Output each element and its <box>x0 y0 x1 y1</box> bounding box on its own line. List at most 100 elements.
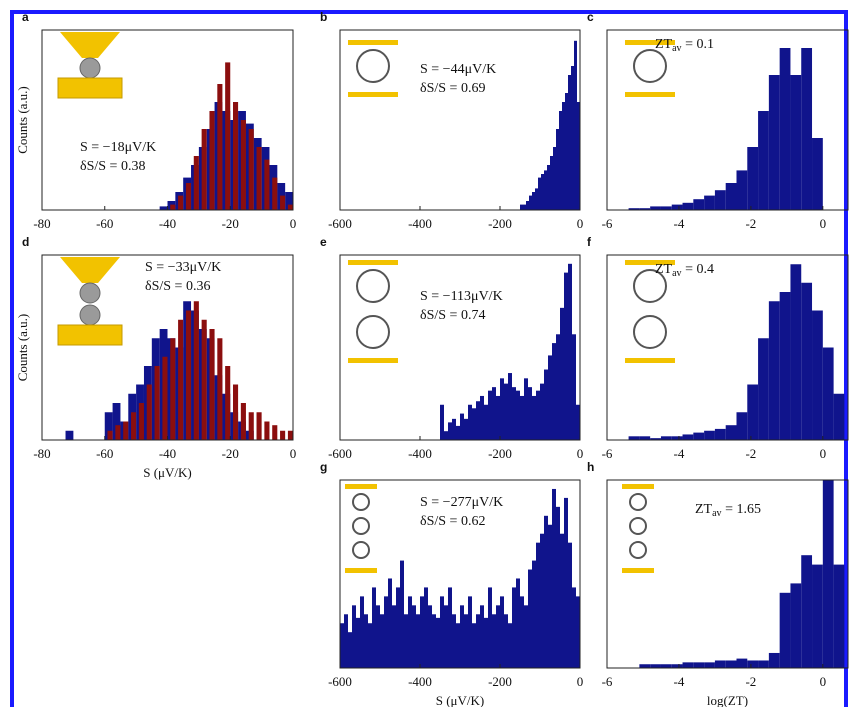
bar <box>747 660 758 668</box>
bar <box>661 436 672 440</box>
bar <box>448 422 452 440</box>
bar <box>812 565 823 668</box>
bar <box>202 320 207 440</box>
molecule <box>80 305 100 325</box>
x-tick-label: -4 <box>674 216 685 231</box>
bar <box>520 596 524 668</box>
bar <box>508 373 512 440</box>
bar <box>456 426 460 440</box>
bar <box>780 48 791 210</box>
bar <box>170 205 175 210</box>
bar <box>693 433 704 440</box>
annotation: δS/S = 0.74 <box>420 308 485 323</box>
bar <box>693 662 704 668</box>
bar <box>360 596 364 668</box>
bar <box>288 431 293 440</box>
bar <box>726 660 737 668</box>
bar <box>736 412 747 440</box>
x-tick-label: -200 <box>488 446 512 461</box>
electrode-tip <box>60 257 120 283</box>
bar <box>532 192 535 210</box>
bar <box>769 301 780 440</box>
bar <box>178 196 183 210</box>
bar <box>556 129 559 210</box>
bar <box>123 422 128 441</box>
x-axis-label: log(ZT) <box>707 693 748 707</box>
bar <box>376 605 380 668</box>
bar <box>801 48 812 210</box>
bar <box>747 385 758 441</box>
annotation: S = −277μV/K <box>420 495 503 510</box>
bar <box>639 436 650 440</box>
bar <box>428 605 432 668</box>
molecule <box>353 518 369 534</box>
x-tick-label: -2 <box>745 216 756 231</box>
bar <box>249 412 254 440</box>
annotation: δS/S = 0.38 <box>80 159 145 174</box>
bar <box>562 102 565 210</box>
bar <box>264 160 269 210</box>
bar <box>650 664 661 668</box>
bar <box>496 605 500 668</box>
bar <box>504 614 508 668</box>
bar <box>392 605 396 668</box>
bar <box>536 391 540 440</box>
x-tick-label: 0 <box>290 216 297 231</box>
bar <box>288 205 293 210</box>
bar <box>823 348 834 441</box>
x-axis-label: S (μV/K) <box>143 465 192 480</box>
electrode <box>625 92 675 97</box>
x-tick-label: -6 <box>602 446 613 461</box>
bar <box>812 138 823 210</box>
panel-letter: g <box>320 460 327 474</box>
bar <box>488 587 492 668</box>
bar <box>769 653 780 668</box>
zt-value: = 1.65 <box>722 502 761 517</box>
annotation: S = −113μV/K <box>420 289 503 304</box>
annotation: S = −44μV/K <box>420 62 496 77</box>
electrode <box>345 484 377 489</box>
bar <box>736 170 747 210</box>
bar <box>440 596 444 668</box>
bar <box>272 425 277 440</box>
x-tick-label: -80 <box>33 446 50 461</box>
bar <box>535 188 538 210</box>
zt-base: ZT <box>655 262 673 277</box>
bar <box>456 623 460 668</box>
bar <box>780 593 791 668</box>
x-tick-label: -600 <box>328 446 352 461</box>
panel-letter: d <box>22 235 29 249</box>
bar <box>568 75 571 210</box>
bar <box>747 147 758 210</box>
bar <box>790 75 801 210</box>
molecule <box>357 316 389 348</box>
bar <box>280 431 285 440</box>
bar <box>115 425 120 440</box>
bar <box>225 62 230 210</box>
bar <box>209 329 214 440</box>
x-tick-label: -2 <box>745 446 756 461</box>
bar <box>147 385 152 441</box>
bar <box>460 414 464 440</box>
x-tick-label: -600 <box>328 674 352 689</box>
bar <box>683 434 694 440</box>
molecule <box>630 518 646 534</box>
bar <box>480 605 484 668</box>
bar <box>162 357 167 440</box>
bar <box>801 555 812 668</box>
x-tick-label: 0 <box>820 216 827 231</box>
molecule <box>80 58 100 78</box>
bar <box>160 206 168 210</box>
bar <box>576 596 580 668</box>
bar <box>424 587 428 668</box>
bar <box>541 174 544 210</box>
bar <box>560 308 564 440</box>
y-axis-label: Counts (a.u.) <box>15 314 30 382</box>
bar <box>186 311 191 441</box>
bars <box>66 301 293 440</box>
bar <box>448 587 452 668</box>
x-tick-label: -600 <box>328 216 352 231</box>
bar <box>790 264 801 440</box>
x-tick-label: -60 <box>96 446 113 461</box>
bar <box>420 596 424 668</box>
